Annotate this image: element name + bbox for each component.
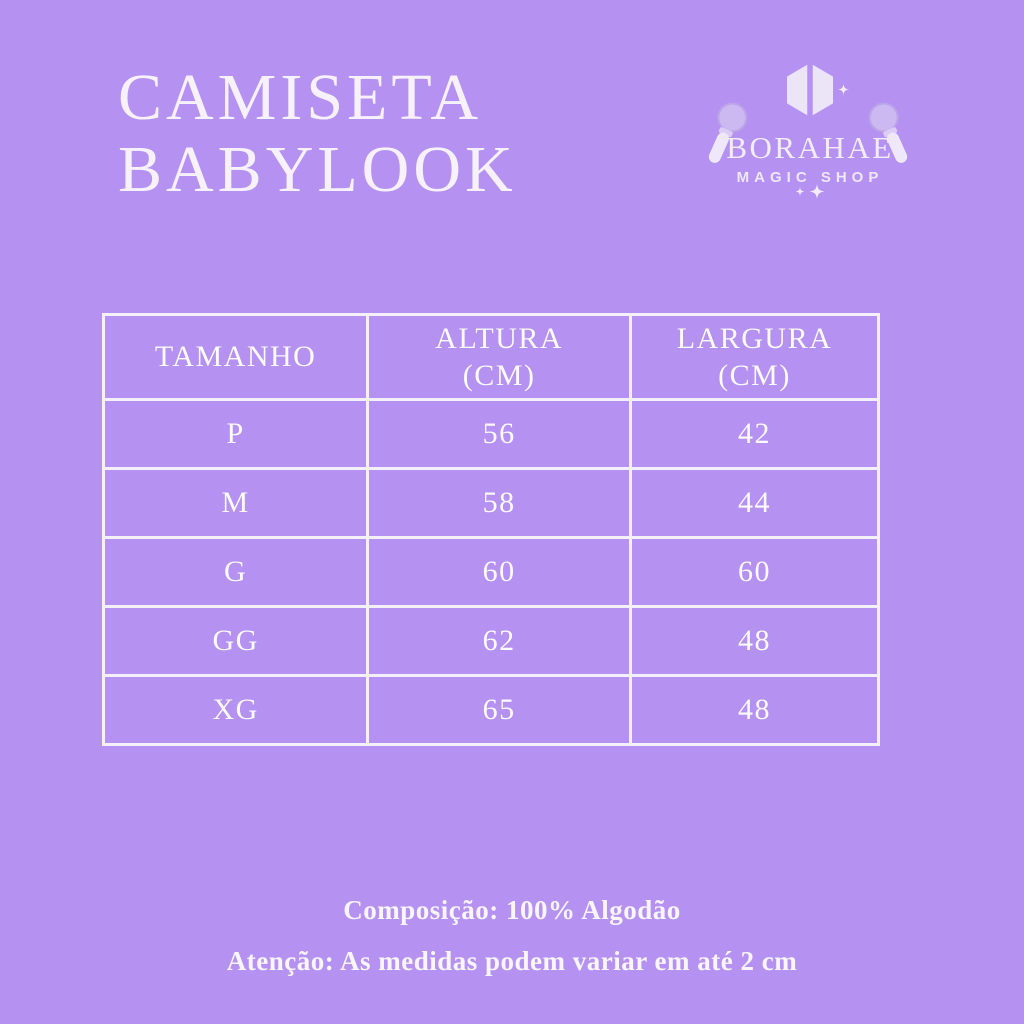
table-row: P 56 42 bbox=[101, 398, 881, 470]
col-header-tamanho: TAMANHO bbox=[101, 313, 370, 401]
table-header-row: TAMANHO ALTURA (CM) LARGURA (CM) bbox=[101, 313, 881, 401]
size-cell: P bbox=[101, 398, 370, 470]
brand-subtitle: MAGIC SHOP bbox=[736, 169, 884, 186]
height-cell: 62 bbox=[366, 605, 632, 677]
size-table: TAMANHO ALTURA (CM) LARGURA (CM) P 56 42 M… bbox=[101, 313, 881, 746]
bts-logo-icon bbox=[787, 64, 833, 116]
table-row: XG 65 48 bbox=[101, 674, 881, 746]
height-cell: 56 bbox=[366, 398, 632, 470]
width-cell: 44 bbox=[628, 467, 881, 539]
measurement-warning-note: Atenção: As medidas podem variar em até … bbox=[226, 946, 798, 976]
width-cell: 48 bbox=[628, 605, 881, 677]
size-cell: G bbox=[101, 536, 370, 608]
sparkle-icon bbox=[838, 84, 849, 95]
width-cell: 60 bbox=[628, 536, 881, 608]
size-cell: GG bbox=[101, 605, 370, 677]
title-line-2: BABYLOOK bbox=[118, 132, 517, 206]
table-row: GG 62 48 bbox=[101, 605, 881, 677]
army-bomb-icon bbox=[690, 94, 760, 175]
brand-name: BORAHAE bbox=[726, 130, 894, 165]
size-cell: XG bbox=[101, 674, 370, 746]
table-row: G 60 60 bbox=[101, 536, 881, 608]
page-title: CAMISETA BABYLOOK bbox=[118, 62, 517, 206]
size-cell: M bbox=[101, 467, 370, 539]
width-cell: 48 bbox=[628, 674, 881, 746]
height-cell: 60 bbox=[366, 536, 632, 608]
height-cell: 65 bbox=[366, 674, 632, 746]
composition-note: Composição: 100% Algodão bbox=[343, 895, 681, 925]
col-header-largura: LARGURA (CM) bbox=[628, 313, 881, 401]
table-row: M 58 44 bbox=[101, 467, 881, 539]
col-header-altura: ALTURA (CM) bbox=[366, 313, 632, 401]
title-line-1: CAMISETA bbox=[118, 61, 483, 134]
sparkles-icon bbox=[795, 184, 825, 199]
width-cell: 42 bbox=[628, 398, 881, 470]
brand-logo: BORAHAE MAGIC SHOP bbox=[690, 56, 930, 220]
sparkle-small-icon bbox=[795, 187, 805, 196]
army-bomb-icon bbox=[856, 94, 926, 175]
height-cell: 58 bbox=[366, 467, 632, 539]
sparkle-large-icon bbox=[809, 184, 825, 199]
